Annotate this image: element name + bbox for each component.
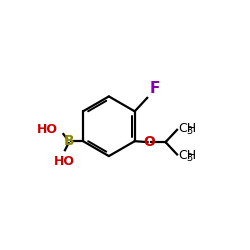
Text: CH: CH bbox=[178, 150, 196, 162]
Text: B: B bbox=[64, 134, 74, 148]
Text: HO: HO bbox=[54, 155, 75, 168]
Text: HO: HO bbox=[36, 122, 58, 136]
Text: 3: 3 bbox=[186, 126, 192, 136]
Text: CH: CH bbox=[178, 122, 196, 135]
Text: F: F bbox=[150, 81, 160, 96]
Text: 3: 3 bbox=[186, 153, 192, 163]
Text: O: O bbox=[143, 135, 155, 149]
